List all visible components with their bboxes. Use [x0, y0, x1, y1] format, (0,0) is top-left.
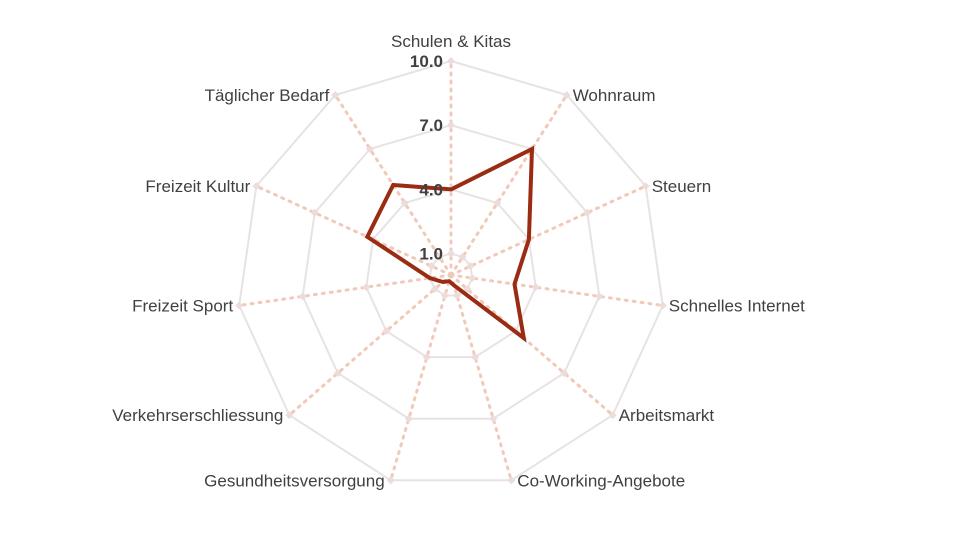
grid-marker-0-2: [466, 262, 475, 271]
grid-marker-3-8: [235, 301, 244, 310]
category-label-2: Steuern: [652, 177, 712, 196]
grid-marker-0-5: [453, 291, 462, 300]
grid-marker-2-3: [595, 292, 604, 301]
grid-marker-1-1: [493, 198, 502, 207]
grid-marker-1-5: [471, 353, 480, 362]
category-label-8: Freizeit Sport: [132, 297, 233, 316]
category-label-1: Wohnraum: [573, 86, 656, 105]
series-layer: [364, 145, 535, 343]
tick-label-1: 4.0: [419, 180, 443, 199]
grid-marker-0-3: [468, 274, 477, 283]
grid-marker-3-10: [331, 90, 340, 99]
grid-marker-2-8: [298, 292, 307, 301]
grid-marker-2-2: [583, 208, 592, 217]
grid-marker-2-0: [447, 121, 455, 130]
grid-marker-3-9: [252, 182, 261, 191]
category-label-9: Freizeit Kultur: [145, 177, 250, 196]
series-line-0: [364, 145, 535, 343]
tick-label-layer: 1.0 4.0 7.0 10.0: [410, 52, 443, 264]
grid-marker-1-3: [531, 283, 540, 292]
grid-marker-2-10: [366, 144, 375, 153]
spoke-5: [449, 273, 513, 482]
tick-label-3: 10.0: [410, 52, 443, 71]
grid-marker-2-4: [560, 369, 569, 378]
grid-marker-3-7: [285, 411, 294, 420]
spoke-1: [449, 93, 569, 277]
category-label-10: Täglicher Bedarf: [205, 86, 330, 105]
grid-marker-0-9: [427, 262, 436, 271]
grid-marker-3-1: [562, 90, 571, 99]
grid-marker-3-4: [608, 411, 617, 420]
spoke-4: [449, 273, 615, 417]
tick-label-2: 7.0: [419, 116, 443, 135]
grid-marker-0-7: [430, 285, 439, 294]
grid-marker-3-2: [641, 182, 650, 191]
category-label-0: Schulen & Kitas: [391, 32, 511, 51]
grid-ring-3: [238, 59, 664, 482]
spoke-3: [449, 273, 665, 307]
grid-marker-3-0: [447, 57, 455, 65]
spoke-6: [389, 273, 453, 482]
category-label-3: Schnelles Internet: [669, 297, 805, 316]
grid-marker-2-5: [489, 414, 498, 423]
marker-layer: [235, 57, 667, 485]
grid-marker-0-4: [463, 285, 472, 294]
grid-marker-2-6: [404, 414, 413, 423]
category-label-5: Co-Working-Angebote: [517, 471, 685, 490]
grid-marker-0-0: [447, 249, 455, 258]
category-label-6: Gesundheitsversorgung: [204, 471, 385, 490]
category-label-7: Verkehrserschliessung: [112, 406, 283, 425]
grid-ring-1: [365, 188, 537, 359]
grid-marker-0-6: [440, 291, 449, 300]
grid-marker-2-7: [333, 369, 342, 378]
grid-marker-3-6: [386, 476, 395, 485]
tick-label-0: 1.0: [419, 245, 443, 264]
grid-marker-1-8: [362, 283, 371, 292]
grid-marker-3-3: [658, 301, 667, 310]
grid-marker-1-7: [382, 327, 391, 336]
grid-marker-1-6: [422, 353, 431, 362]
grid-marker-2-9: [310, 208, 319, 217]
grid-ring-2: [301, 124, 601, 420]
spoke-layer: [237, 59, 665, 482]
grid-marker-1-10: [400, 198, 409, 207]
category-label-layer: Schulen & Kitas Wohnraum Steuern Schnelles …: [112, 32, 805, 490]
spoke-8: [237, 273, 453, 307]
spoke-7: [287, 273, 453, 417]
grid-marker-0-10: [435, 252, 444, 261]
spoke-9: [254, 184, 453, 277]
spoke-2: [449, 184, 648, 277]
grid-marker-0-1: [458, 252, 467, 261]
category-label-4: Arbeitsmarkt: [619, 406, 715, 425]
grid-marker-3-5: [507, 476, 516, 485]
